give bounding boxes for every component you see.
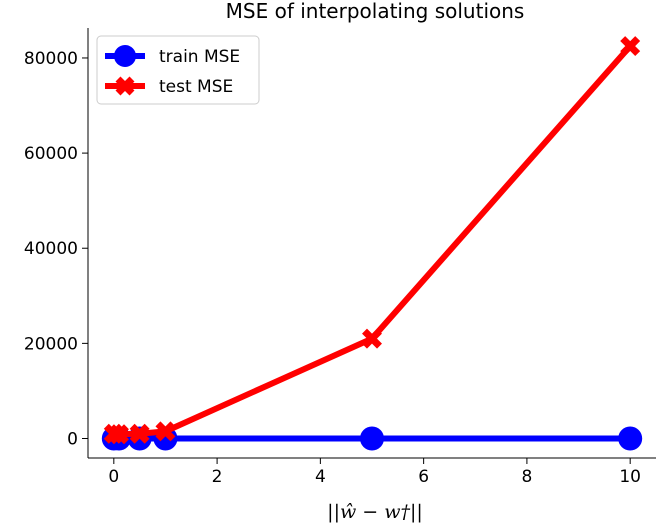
x-tick-label: 8 — [521, 467, 532, 487]
data-point — [362, 328, 382, 349]
y-tick-label: 20000 — [24, 334, 78, 354]
x-axis-label: ||ŵ − w†|| — [327, 501, 423, 523]
x-tick-label: 10 — [619, 467, 641, 487]
y-tick-label: 60000 — [24, 144, 78, 164]
y-tick-label: 80000 — [24, 49, 78, 69]
data-point — [618, 426, 643, 451]
x-tick-label: 0 — [108, 467, 119, 487]
plot-area: 0 2 4 6 8 10 0 20000 40000 60000 80000 train MSE tes… — [24, 28, 656, 487]
data-point — [155, 421, 176, 442]
legend-label: test MSE — [159, 77, 233, 97]
x-tick-label: 4 — [315, 467, 326, 487]
x-tick-label: 2 — [212, 467, 223, 487]
y-tick-label: 0 — [67, 429, 78, 449]
data-point — [620, 36, 641, 57]
data-point — [360, 426, 384, 451]
legend-marker — [114, 45, 136, 67]
legend-marker — [115, 76, 135, 96]
legend-label: train MSE — [159, 47, 240, 67]
x-tick-label: 6 — [418, 467, 429, 487]
data-point — [109, 424, 129, 445]
data-point — [129, 423, 150, 444]
y-tick-label: 40000 — [24, 239, 78, 259]
chart-title: MSE of interpolating solutions — [226, 0, 525, 23]
